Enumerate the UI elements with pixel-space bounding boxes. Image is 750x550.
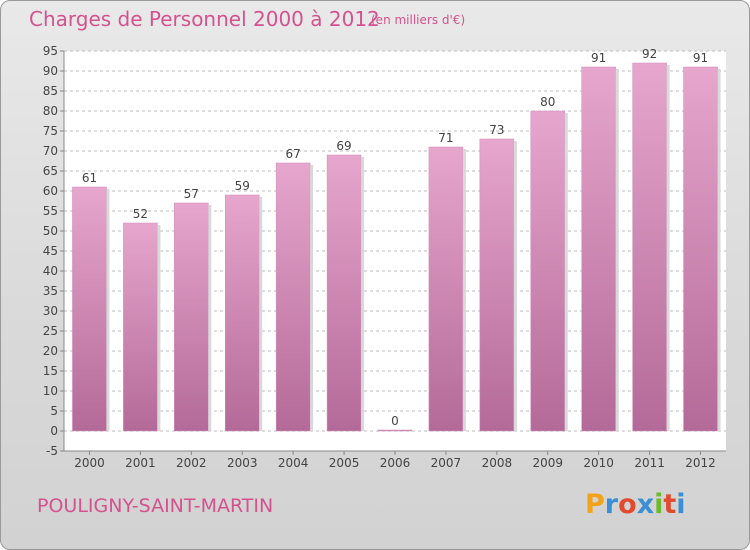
y-tick-label: 30 [43,304,58,318]
bar-2008 [479,138,515,432]
data-label: 61 [82,171,97,185]
data-label: 71 [438,131,453,145]
bar-2002 [174,202,209,432]
bar-shadow [208,205,212,431]
chart-subtitle: (en milliers d'€) [371,13,466,27]
data-label: 57 [184,187,199,201]
y-axis-ticks: -5 0 5 10 15 20 25 30 35 40 45 50 55 60 65 70 75 80 85 90 95 [43,44,64,458]
bar-shadow [259,197,263,431]
data-label: 91 [693,51,708,65]
y-tick-label: 95 [43,44,58,58]
bar-2012 [683,66,718,432]
proxiti-logo[interactable]: Proxiti [585,489,686,520]
y-tick-label: 40 [43,264,58,278]
bar-shadow [717,69,721,431]
x-tick-label: 2006 [380,456,411,470]
y-tick-label: 55 [43,204,58,218]
bar-shadow [310,165,314,431]
data-label: 52 [133,207,148,221]
y-tick-label: -5 [46,444,58,458]
data-label: 67 [286,147,301,161]
data-label: 91 [591,51,606,65]
bar-2007 [428,146,464,432]
x-tick-label: 2000 [74,456,105,470]
y-tick-label: 10 [43,384,58,398]
commune-name: POULIGNY-SAINT-MARTIN [37,495,274,517]
x-tick-label: 2009 [532,456,563,470]
x-tick-label: 2002 [176,456,207,470]
x-tick-label: 2003 [227,456,258,470]
bar-2003 [224,194,260,432]
y-tick-label: 15 [43,364,58,378]
bar-2006 [377,429,413,432]
logo-letter: P [585,489,605,520]
logo-letter: i [654,489,664,520]
y-tick-label: 45 [43,244,58,258]
x-tick-label: 2010 [583,456,614,470]
logo-letter: r [604,489,619,520]
data-label: 59 [235,179,250,193]
data-label: 73 [489,123,504,137]
y-tick-label: 0 [50,424,58,438]
y-tick-label: 50 [43,224,58,238]
bar-shadow [157,225,161,431]
y-tick-label: 70 [43,144,58,158]
bar-shadow [615,69,619,431]
logo-letter: o [618,489,637,520]
bars [72,62,721,432]
y-tick-label: 90 [43,64,58,78]
y-tick-label: 20 [43,344,58,358]
bar-2001 [123,222,158,432]
x-tick-label: 2012 [685,456,716,470]
data-label: 80 [540,95,555,109]
x-tick-label: 2011 [634,456,665,470]
y-tick-label: 85 [43,84,58,98]
bar-2011 [632,62,667,432]
y-tick-label: 5 [50,404,58,418]
x-tick-label: 2001 [125,456,156,470]
x-tick-label: 2004 [278,456,309,470]
y-tick-label: 80 [43,104,58,118]
bar-2000 [72,186,107,432]
bar-2009 [530,110,566,432]
y-tick-label: 60 [43,184,58,198]
bar-shadow [106,189,110,431]
y-tick-label: 35 [43,284,58,298]
x-tick-label: 2007 [431,456,462,470]
y-tick-label: 75 [43,124,58,138]
data-label: 0 [391,414,399,428]
chart-title: Charges de Personnel 2000 à 2012 [29,7,380,31]
bar-chart: -5 0 5 10 15 20 25 30 35 40 45 50 55 60 65 70 75 80 85 90 95… [43,44,726,470]
bar-shadow [361,157,365,431]
x-axis-ticks: 2000 2001 2002 2003 2004 2005 2006 2007 2008 2009… [74,451,716,470]
bar-2010 [581,66,616,432]
data-label: 92 [642,47,657,61]
bar-shadow [513,141,517,431]
x-tick-label: 2008 [482,456,513,470]
bar-shadow [666,65,670,431]
bar-2005 [326,154,362,432]
bar-2004 [275,162,311,432]
x-tick-label: 2005 [329,456,360,470]
bar-shadow [462,149,466,431]
logo-letter: t [663,489,677,520]
logo-letter: i [676,489,686,520]
y-tick-label: 65 [43,164,58,178]
data-labels: 61 52 57 59 67 69 0 71 73 80 91 92 91 [82,47,708,428]
data-label: 69 [336,139,351,153]
bar-shadow [564,113,568,431]
logo-letter: x [636,489,655,520]
y-tick-label: 25 [43,324,58,338]
